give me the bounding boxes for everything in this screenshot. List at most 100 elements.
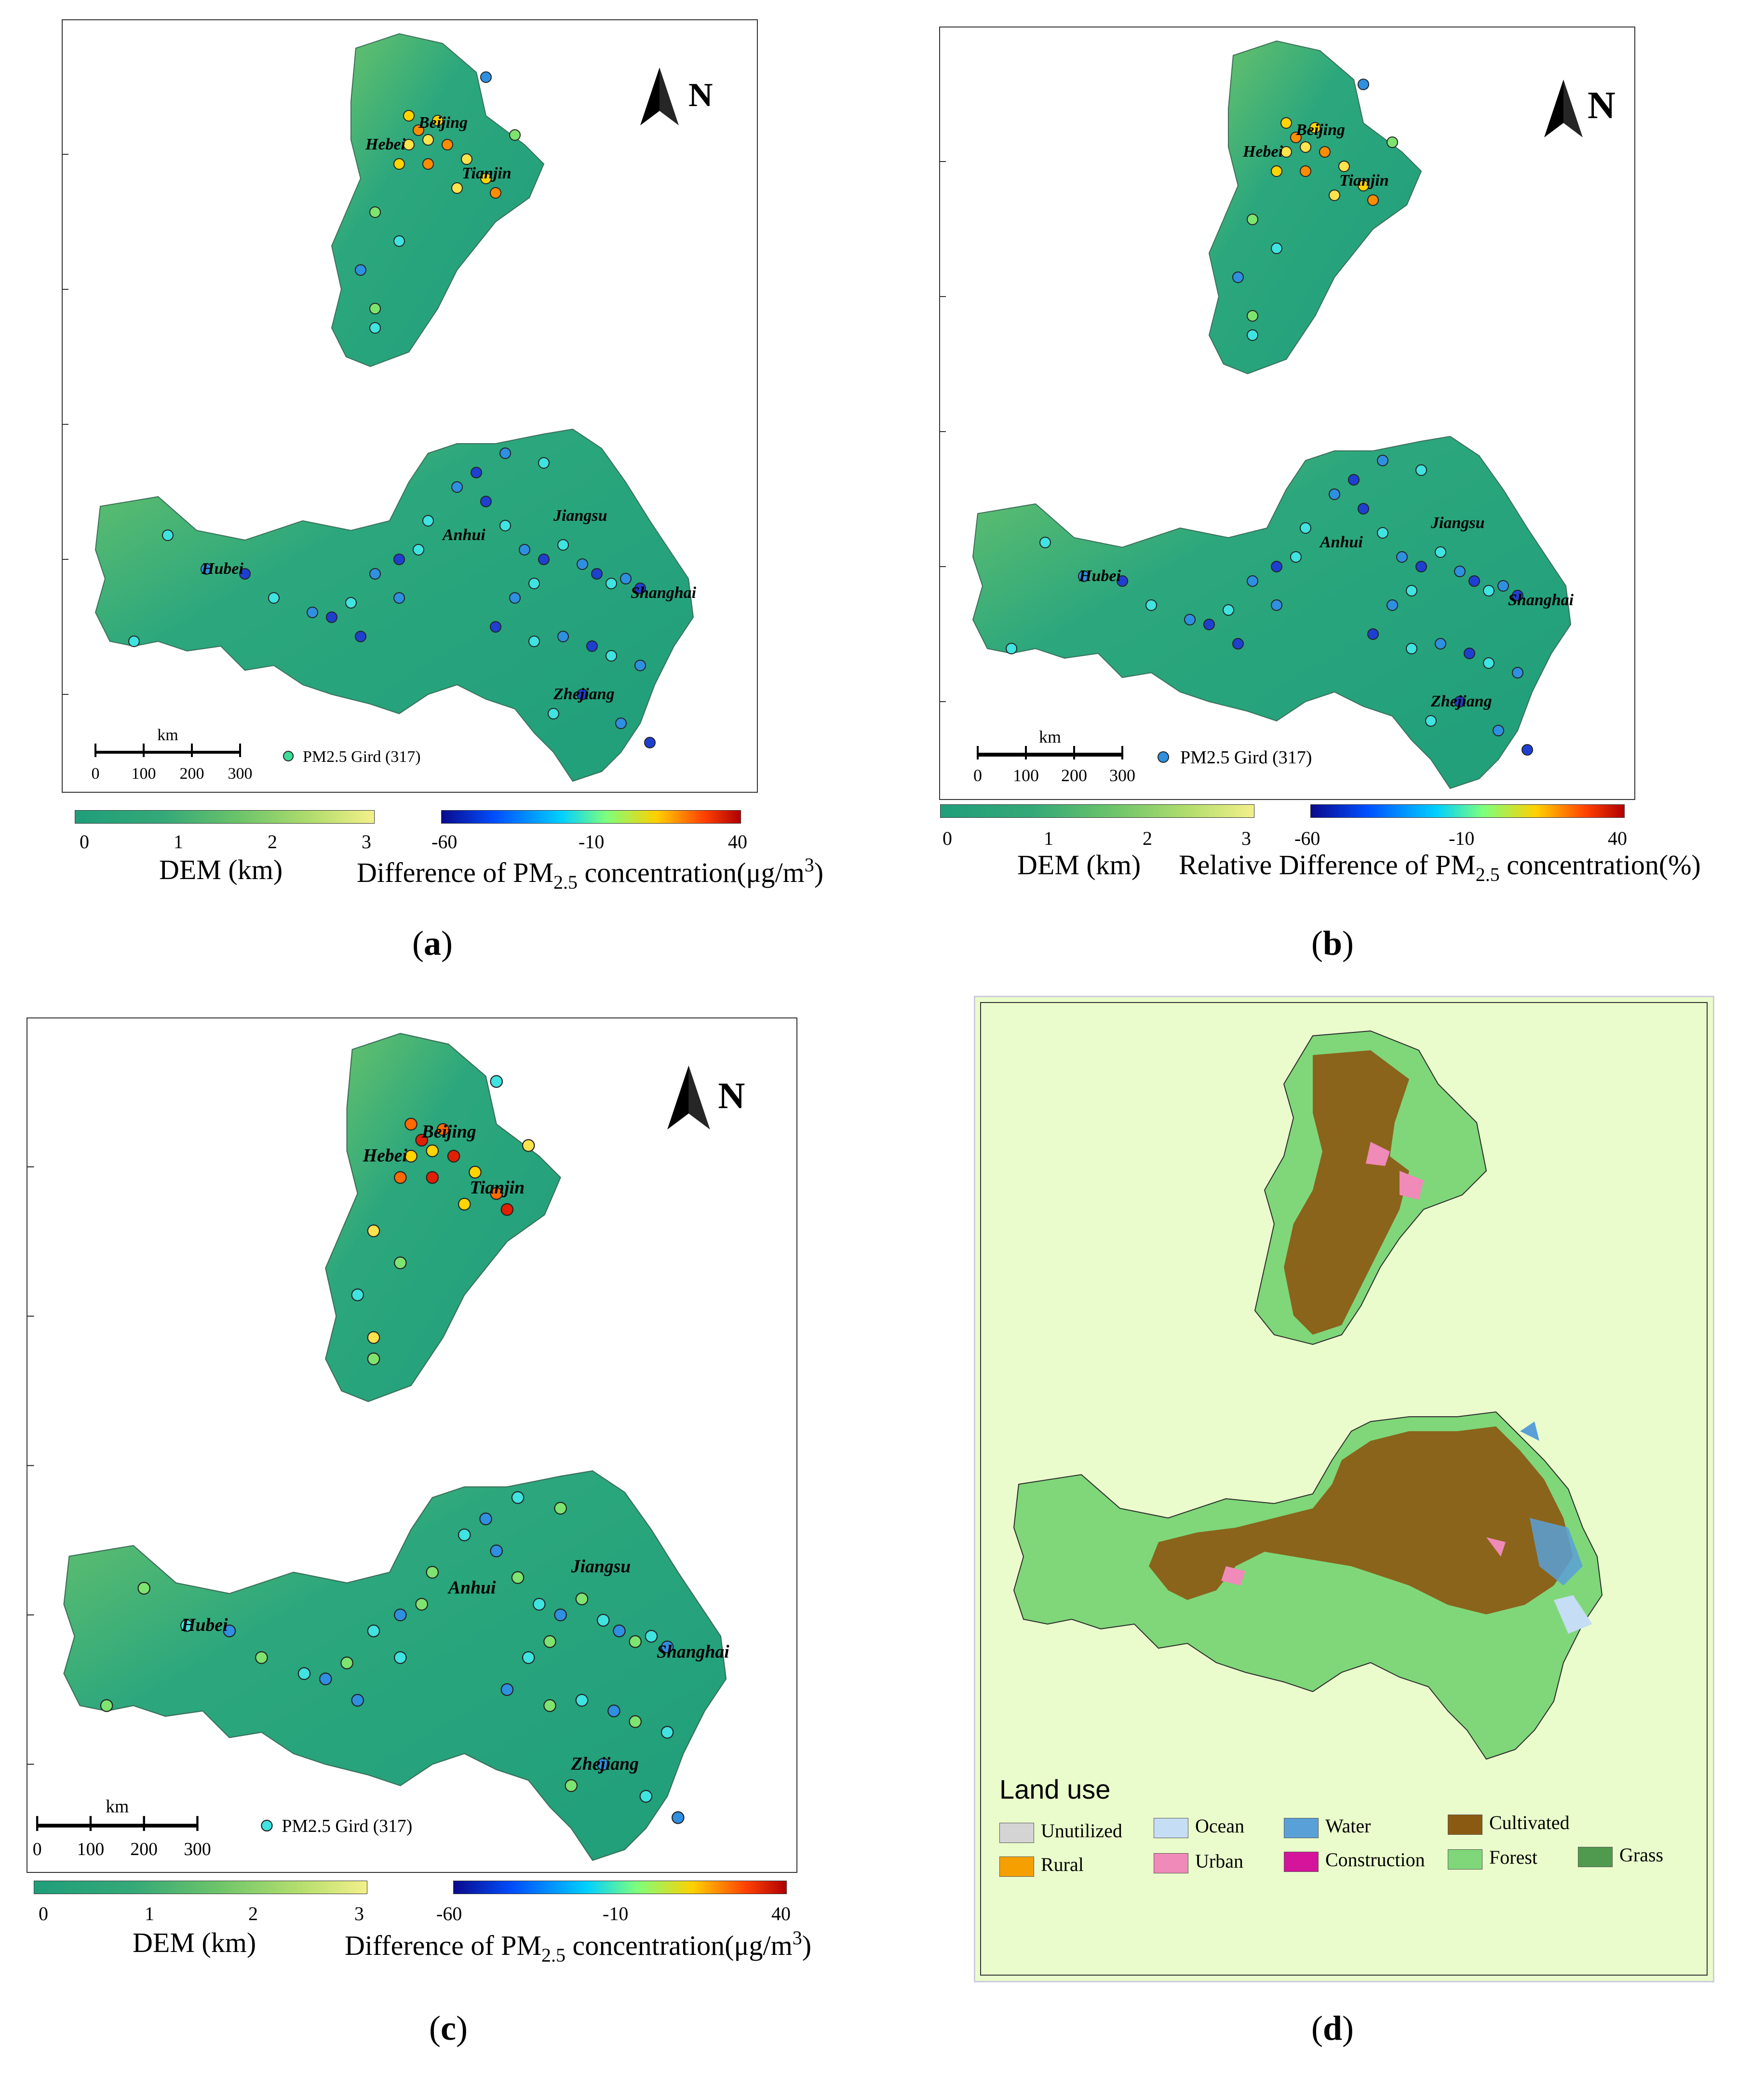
- pm25-grid-point: [1377, 527, 1388, 539]
- pm25-grid-point: [538, 554, 550, 565]
- legend-text: PM2.5 Gird (317): [303, 748, 421, 766]
- north-label: N: [1588, 84, 1616, 127]
- svg-text:100: 100: [77, 1839, 104, 1859]
- panel-label-b: (b): [1311, 924, 1354, 962]
- yangtze-region: [94, 428, 694, 782]
- svg-text:km: km: [106, 1796, 129, 1816]
- pm25-grid-point: [1290, 551, 1302, 563]
- swatch-forest-icon: [1448, 1849, 1482, 1870]
- pm25-grid-point: [403, 110, 415, 122]
- pm25-grid-point: [645, 1629, 658, 1643]
- pm25-grid-point: [1309, 122, 1321, 134]
- pm25-grid-point: [422, 134, 434, 146]
- pm25-grid-point: [522, 1139, 535, 1152]
- pm25-grid-point: [1387, 136, 1398, 148]
- region-label-jiangsu: Jiangsu: [1430, 514, 1485, 532]
- pm25-grid-point: [644, 737, 656, 748]
- pm25-grid-point: [543, 1699, 556, 1712]
- swatch-cultivated-icon: [1448, 1814, 1482, 1835]
- region-label-hubei: Hubei: [181, 1615, 228, 1635]
- pm25-grid-point: [355, 264, 366, 276]
- pm25-grid-point: [629, 1635, 642, 1648]
- pm25-grid-point: [1329, 488, 1340, 500]
- pm25-grid-point: [1435, 546, 1446, 558]
- pm25-grid-point: [1247, 575, 1258, 587]
- pm25-grid-point: [554, 1502, 567, 1515]
- svg-text:100: 100: [132, 765, 156, 783]
- pm25-grid-point: [479, 1512, 492, 1526]
- pm25-grid-point: [577, 689, 588, 700]
- pm25-grid-point: [394, 1651, 407, 1664]
- pm25-grid-point: [1387, 599, 1398, 611]
- pm25-grid-point: [596, 1613, 610, 1627]
- pm25-grid-point: [471, 467, 482, 478]
- swatch-unutilized-icon: [999, 1822, 1034, 1843]
- region-label-zhejiang: Zhejiang: [1430, 692, 1492, 710]
- pm25-grid-point: [351, 1694, 364, 1707]
- pm25-grid-point: [1039, 537, 1051, 548]
- legend-dot-icon: [261, 1819, 273, 1832]
- pm25-grid-point: [620, 573, 632, 584]
- region-label-tianjin: Tianjin: [462, 164, 512, 182]
- pm25-grid-point: [1396, 551, 1408, 563]
- pm25-grid-point: [436, 1123, 450, 1136]
- pm25-grid-point: [1006, 643, 1017, 654]
- pm25-grid-point: [404, 1150, 417, 1163]
- pm25-grid-point: [1512, 590, 1523, 601]
- pm25-grid-point: [1358, 79, 1369, 90]
- north-arrow-icon: [640, 68, 679, 125]
- region-label-anhui: Anhui: [442, 526, 485, 544]
- pm25-grid-point: [128, 636, 140, 647]
- pm25-grid-point: [1271, 165, 1282, 177]
- pm25-grid-point: [1454, 566, 1466, 577]
- pm25-grid-point: [1203, 619, 1215, 630]
- diff-title-b: Relative Difference of PM2.5 concentrati…: [1179, 849, 1701, 885]
- pm25-grid-point: [1483, 585, 1495, 596]
- pm25-grid-point: [461, 153, 472, 165]
- svg-text:300: 300: [184, 1839, 211, 1859]
- panel-label-a: (a): [412, 924, 453, 962]
- north-arrow-icon: [1544, 80, 1583, 137]
- svg-text:0: 0: [33, 1839, 42, 1859]
- pm25-grid-point: [1329, 190, 1340, 201]
- region-label-hebei: Hebei: [365, 136, 406, 153]
- pm25-grid-point: [509, 129, 521, 141]
- region-label-jiangsu: Jiangsu: [553, 507, 607, 525]
- pm25-grid-point: [1367, 628, 1379, 640]
- pm25-grid-point: [554, 1608, 567, 1622]
- pm25-grid-point: [367, 1331, 380, 1344]
- pm25-grid-point: [1497, 580, 1509, 592]
- pm25-grid-point: [615, 718, 627, 729]
- pm25-grid-point: [239, 568, 251, 580]
- panel-a-pm25-grid-points: [128, 71, 656, 748]
- pm25-grid-point: [451, 182, 463, 194]
- region-label-beijing: Beijing: [1295, 121, 1345, 139]
- region-label-anhui: Anhui: [447, 1578, 496, 1598]
- jing-jin-ji-region: [1208, 40, 1422, 375]
- pm25-grid-point: [426, 1171, 439, 1184]
- pm25-grid-point: [1223, 604, 1234, 616]
- dem-colorbar-a: [75, 810, 375, 824]
- region-label-zhejiang: Zhejiang: [553, 685, 615, 703]
- legend-text: PM2.5 Gird (317): [1180, 747, 1312, 768]
- jing-jin-ji-region: [325, 1033, 561, 1402]
- svg-text:300: 300: [228, 765, 253, 783]
- pm25-grid-point: [1271, 243, 1282, 254]
- legend-construction: Construction: [1284, 1848, 1425, 1872]
- pm25-grid-point: [1300, 141, 1311, 153]
- pm25-grid-point: [528, 578, 540, 589]
- pm25-grid-point: [393, 235, 405, 247]
- pm25-grid-point: [255, 1651, 268, 1664]
- pm25-grid-point: [1247, 310, 1258, 322]
- swatch-construction-icon: [1284, 1851, 1319, 1872]
- pm25-grid-point: [1454, 696, 1466, 707]
- pm25-grid-point: [1319, 146, 1331, 158]
- pm25-grid-point: [307, 607, 318, 618]
- pm25-grid-point: [1468, 575, 1480, 587]
- land-use-regions: [1013, 1030, 1603, 1760]
- svg-text:100: 100: [1013, 766, 1039, 785]
- pm25-grid-point: [586, 640, 598, 652]
- pm25-grid-point: [1184, 614, 1196, 625]
- pm25-grid-point: [469, 1165, 482, 1179]
- region-label-hubei: Hubei: [201, 560, 243, 578]
